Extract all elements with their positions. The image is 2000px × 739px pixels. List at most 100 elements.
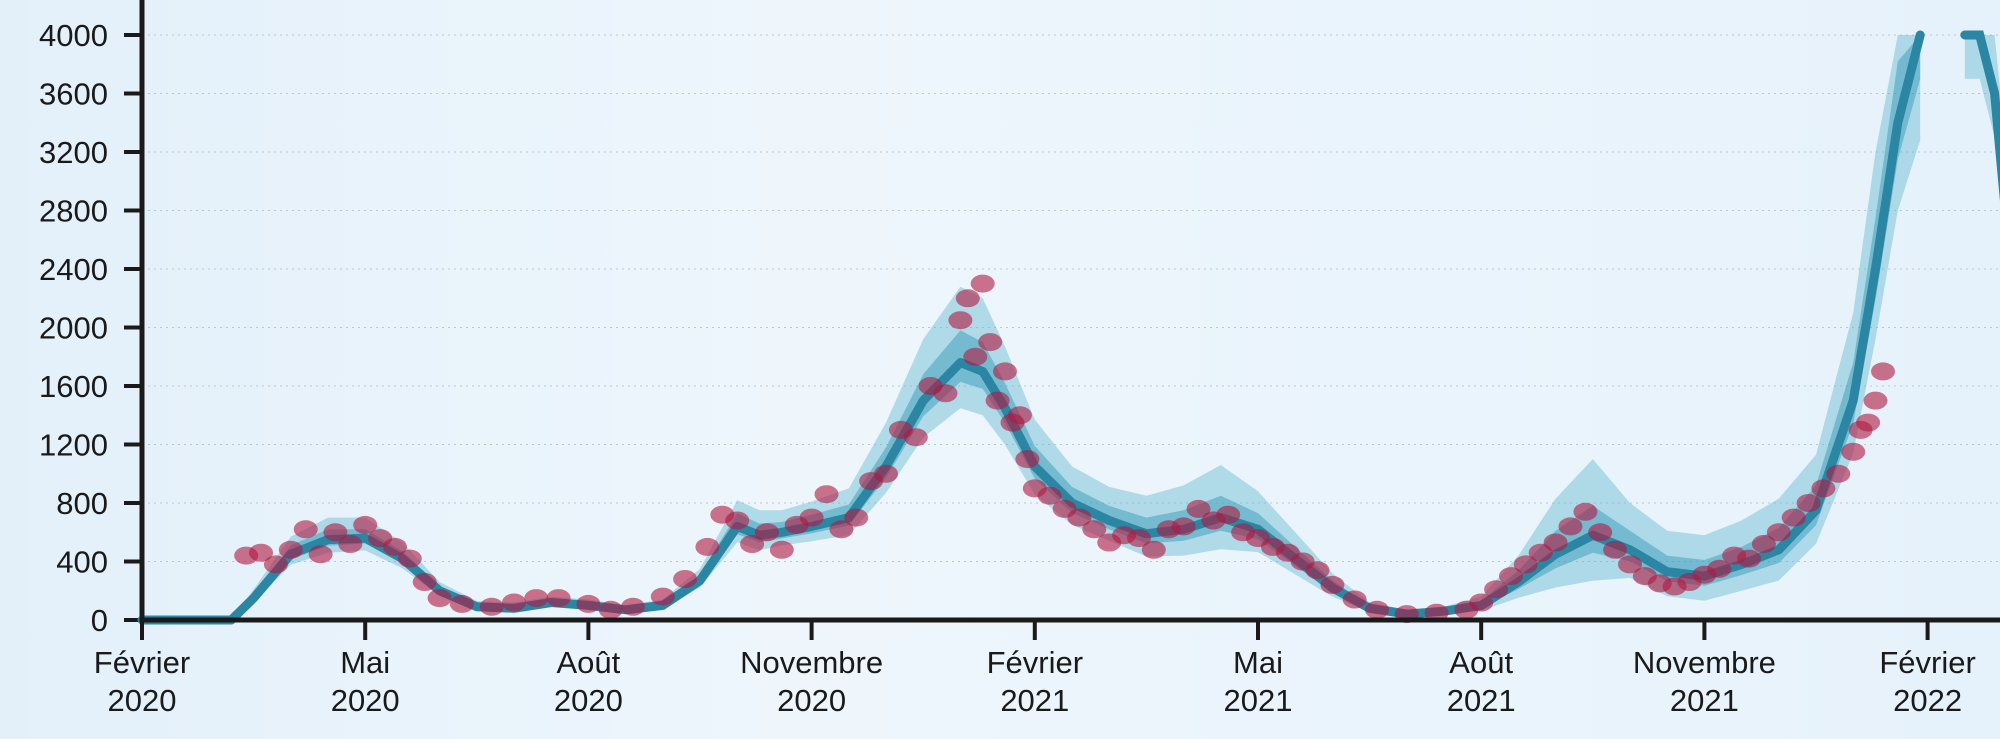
observed-point-49 [1007, 406, 1032, 425]
x-tick-label-12-line1: Février [987, 645, 1083, 680]
observed-point-86 [1603, 540, 1628, 559]
y-tick-label-400: 400 [56, 545, 108, 580]
observed-point-8 [353, 515, 378, 534]
observed-point-3 [278, 540, 303, 559]
x-tick-label-0-line1: Février [94, 645, 190, 680]
observed-point-11 [397, 549, 422, 568]
observed-point-42 [955, 289, 980, 308]
observed-point-33 [829, 520, 854, 539]
x-tick-label-24-line2: 2022 [1893, 683, 1962, 718]
observed-point-55 [1082, 520, 1107, 539]
observed-point-26 [725, 511, 750, 530]
observed-point-23 [673, 570, 698, 588]
observed-point-1 [249, 543, 273, 562]
observed-point-13 [427, 589, 452, 608]
observed-point-75 [1424, 603, 1449, 622]
observed-point-21 [621, 597, 645, 616]
observed-point-2 [263, 555, 288, 574]
y-tick-label-2000: 2000 [39, 311, 108, 346]
observed-point-19 [576, 594, 601, 613]
x-tick-label-0-line2: 2020 [108, 683, 177, 718]
observed-point-50 [1015, 450, 1040, 469]
x-tick-label-9-line1: Novembre [740, 645, 883, 680]
observed-point-87 [1618, 555, 1642, 574]
observed-point-97 [1766, 523, 1791, 542]
observed-point-77 [1469, 593, 1494, 612]
observed-point-93 [1707, 559, 1732, 578]
observed-point-24 [695, 537, 720, 556]
x-tick-label-6-line2: 2020 [554, 683, 623, 718]
x-tick-label-3-line2: 2020 [331, 683, 400, 718]
observed-point-58 [1127, 529, 1151, 548]
observed-point-73 [1365, 600, 1389, 619]
x-tick-label-21-line2: 2021 [1670, 683, 1739, 718]
observed-point-84 [1573, 502, 1598, 521]
observed-point-54 [1067, 508, 1092, 527]
y-tick-label-0: 0 [91, 603, 108, 638]
y-tick-label-1200: 1200 [39, 428, 108, 463]
series-line-right-edge [1960, 30, 2000, 202]
observed-point-95 [1737, 549, 1761, 568]
observed-point-32 [814, 485, 839, 504]
observed-point-102 [1841, 442, 1866, 461]
y-tick-label-800: 800 [56, 486, 108, 521]
observed-point-18 [546, 589, 571, 608]
x-tick-label-3-line1: Mai [340, 645, 390, 680]
observed-point-78 [1484, 580, 1509, 599]
observed-point-106 [1871, 362, 1895, 381]
observed-point-41 [948, 311, 973, 330]
observed-point-22 [650, 587, 675, 606]
observed-point-43 [963, 347, 988, 366]
observed-point-104 [1856, 413, 1881, 432]
observed-point-70 [1305, 561, 1330, 580]
observed-point-14 [449, 594, 474, 613]
observed-point-72 [1342, 590, 1367, 609]
observed-point-16 [502, 593, 526, 612]
y-axis-ticks: 0 400 800 1200 1600 2000 2400 2800 3200 3600 4000 [39, 18, 142, 638]
observed-point-99 [1796, 494, 1821, 512]
observed-point-34 [844, 508, 869, 527]
y-tick-label-1600: 1600 [39, 369, 108, 404]
observed-point-52 [1037, 486, 1062, 505]
x-tick-label-12-line2: 2021 [1000, 683, 1069, 718]
observed-point-45 [978, 333, 1003, 352]
observed-point-40 [933, 384, 958, 403]
observed-point-100 [1811, 479, 1836, 498]
observed-point-101 [1826, 464, 1851, 483]
observed-point-7 [338, 535, 363, 553]
observed-point-17 [524, 589, 549, 608]
observed-point-10 [383, 537, 407, 556]
observed-point-29 [769, 540, 794, 559]
y-tick-label-4000: 4000 [39, 18, 108, 53]
observed-point-83 [1558, 517, 1583, 536]
observed-point-64 [1216, 505, 1241, 524]
observed-point-46 [985, 391, 1010, 410]
observed-point-61 [1171, 517, 1196, 536]
observed-point-105 [1863, 391, 1888, 410]
observed-point-79 [1499, 567, 1523, 586]
observed-point-44 [970, 274, 995, 293]
axes [139, 0, 2000, 623]
y-tick-label-3600: 3600 [39, 77, 108, 112]
x-tick-label-6-line1: Août [557, 645, 621, 680]
observed-point-82 [1543, 533, 1568, 552]
observed-point-71 [1320, 575, 1345, 594]
observed-point-62 [1186, 499, 1211, 518]
observed-point-96 [1751, 535, 1776, 553]
observed-point-31 [799, 508, 824, 527]
observed-point-6 [323, 523, 348, 542]
observed-point-80 [1513, 555, 1538, 574]
x-tick-label-15-line2: 2021 [1224, 683, 1293, 718]
observed-point-12 [412, 573, 437, 591]
x-tick-label-9-line2: 2020 [777, 683, 846, 718]
y-tick-label-2800: 2800 [39, 194, 108, 229]
x-tick-label-18-line1: Août [1449, 645, 1513, 680]
x-axis-ticks: Février2020Mai2020Août2020Novembre2020Fé… [94, 620, 1976, 718]
observed-point-59 [1141, 540, 1166, 559]
observed-points [234, 274, 1895, 624]
observed-point-20 [598, 600, 623, 619]
observed-point-28 [755, 523, 779, 542]
observed-point-85 [1588, 523, 1613, 542]
x-tick-label-15-line1: Mai [1233, 645, 1283, 680]
